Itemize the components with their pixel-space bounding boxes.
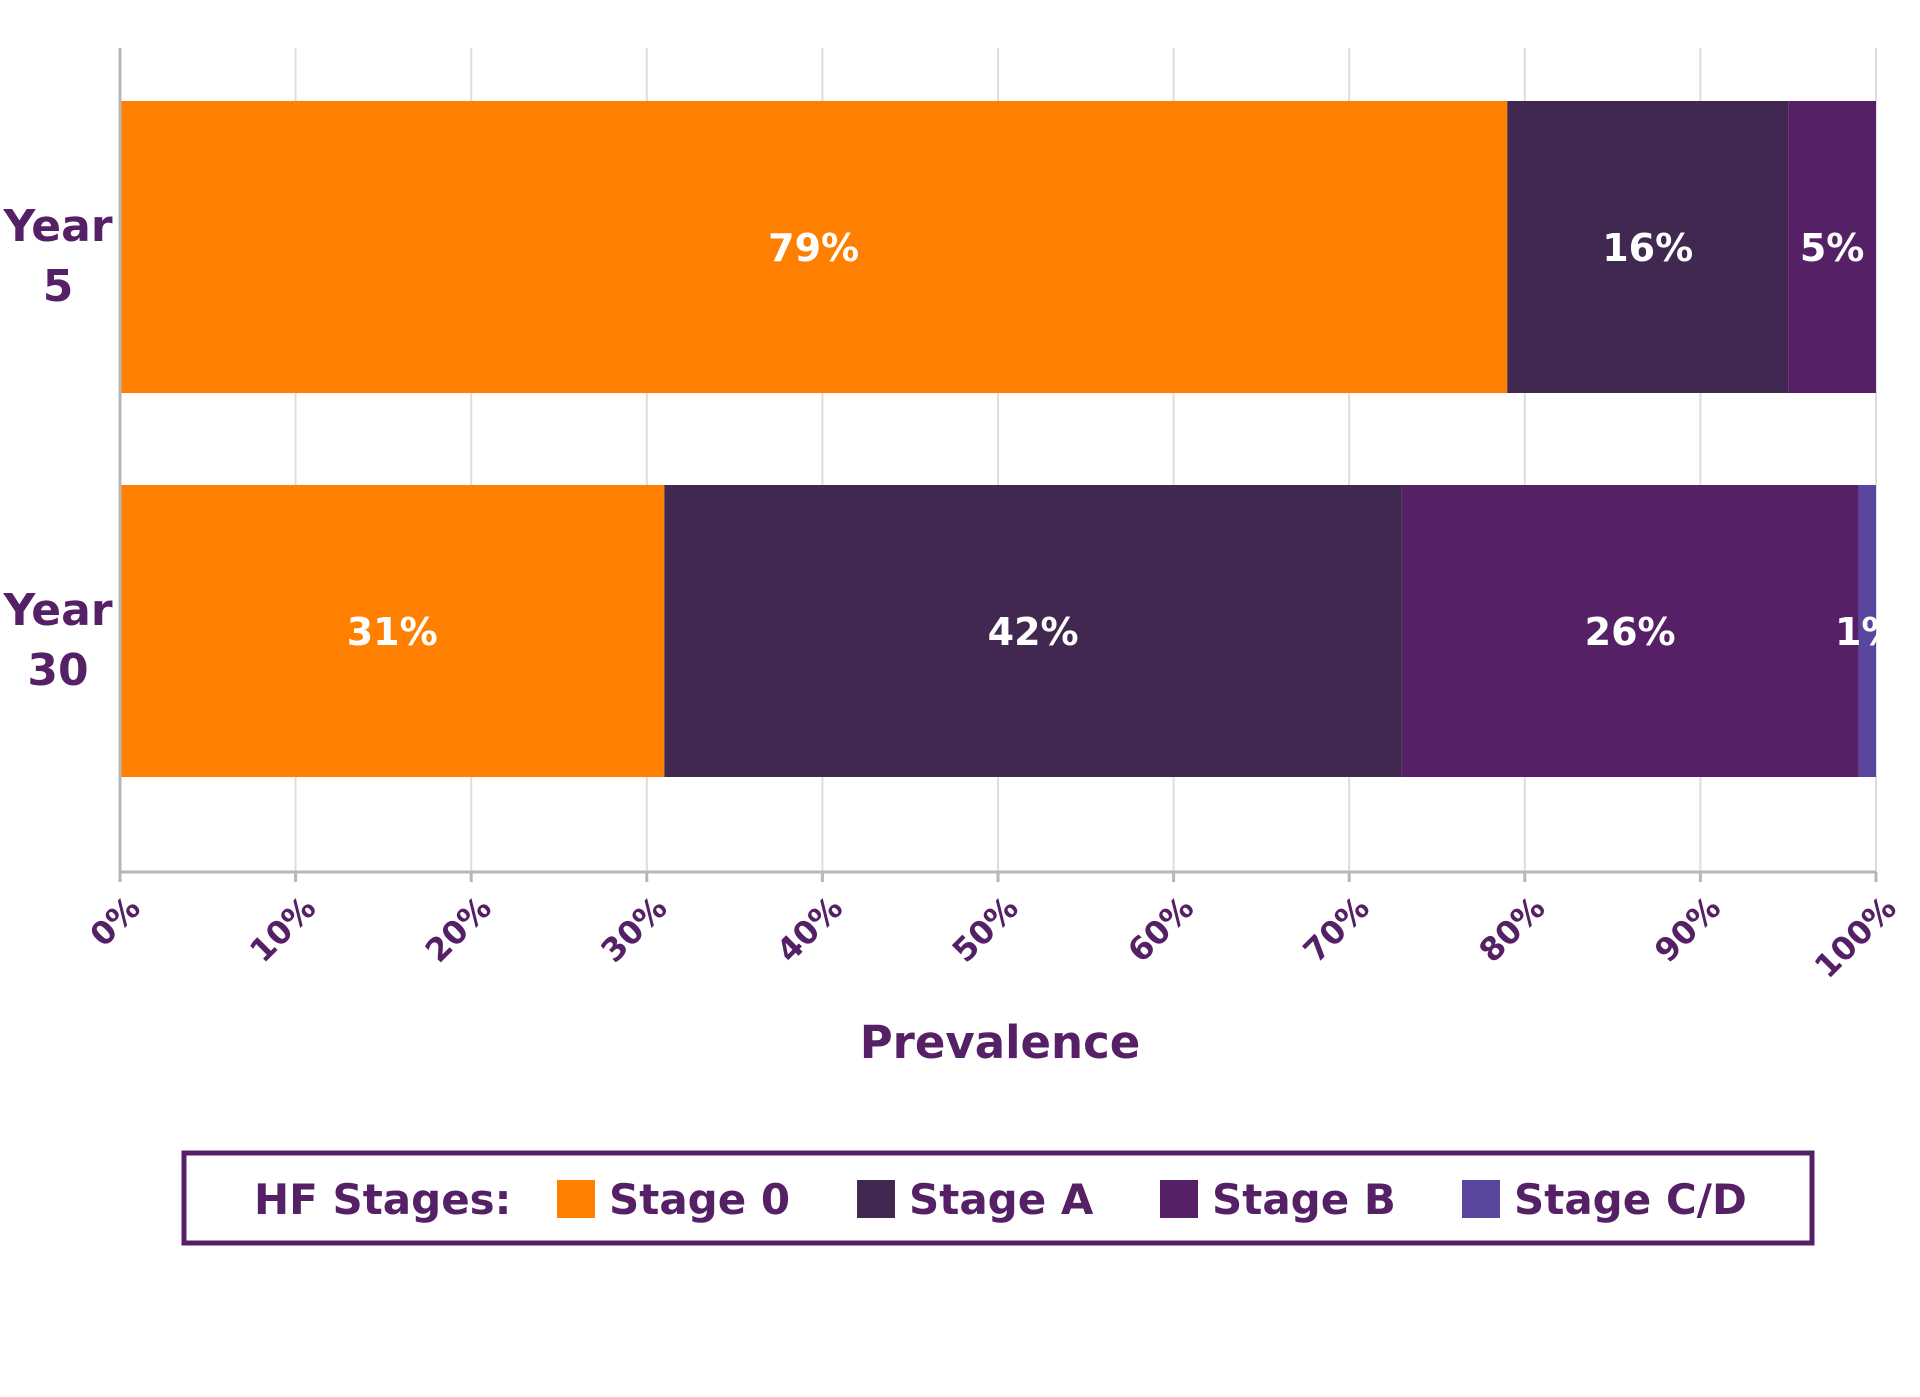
- category-labels: Year 5 Year 30: [2, 201, 112, 696]
- x-tick-label: 20%: [418, 889, 499, 970]
- bar-value-label: 31%: [347, 610, 438, 654]
- legend-box: [181, 1150, 1815, 1246]
- bar-segment: [664, 485, 1402, 777]
- x-tick-label: 50%: [945, 889, 1026, 970]
- x-tick-label: 90%: [1647, 889, 1728, 970]
- legend-swatch: [1160, 1180, 1198, 1218]
- category-label: Year 5: [2, 201, 112, 312]
- legend-swatch: [557, 1180, 595, 1218]
- x-tick-label: 30%: [593, 889, 674, 970]
- bar-value-label: 16%: [1602, 226, 1693, 270]
- x-tick-label: 10%: [242, 889, 323, 970]
- x-tick-labels: 0% 10% 20% 30% 40% 50% 60% 70% 80% 90% 100%: [82, 889, 1903, 986]
- legend-item-label: Stage A: [909, 1175, 1094, 1224]
- legend-item-label: Stage B: [1212, 1175, 1396, 1224]
- legend-title: HF Stages:: [254, 1175, 511, 1224]
- bar-segment: [1858, 485, 1876, 777]
- bar-segment: [1788, 101, 1876, 393]
- axes: [118, 48, 1878, 882]
- bars: 79% 16% 5% 31% 42% 26% 1%: [120, 101, 1899, 777]
- x-tick-label: 100%: [1807, 889, 1904, 986]
- legend-item-label: Stage C/D: [1514, 1175, 1747, 1224]
- bar-value-label: 5%: [1800, 226, 1865, 270]
- bar-segment: [1507, 101, 1789, 393]
- bar-segment: [120, 485, 665, 777]
- bar-segment: [1401, 485, 1859, 777]
- x-tick-label: 80%: [1471, 889, 1552, 970]
- category-label: Year 30: [2, 585, 112, 696]
- bar-value-label: 42%: [988, 610, 1079, 654]
- legend-item-label: Stage 0: [609, 1175, 790, 1224]
- legend-swatch: [857, 1180, 895, 1218]
- legend-swatch: [1462, 1180, 1500, 1218]
- bar-value-label: 1%: [1835, 610, 1900, 654]
- x-tick-label: 60%: [1120, 889, 1201, 970]
- x-axis-title: Prevalence: [860, 1016, 1141, 1069]
- bar-value-label: 79%: [768, 226, 859, 270]
- bar-segment: [120, 101, 1508, 393]
- legend: HF Stages: Stage 0 Stage A Stage B Stage C/D: [181, 1150, 1815, 1246]
- x-tick-label: 0%: [82, 889, 147, 954]
- x-tick-label: 40%: [769, 889, 850, 970]
- x-tick-label: 70%: [1296, 889, 1377, 970]
- bar-value-label: 26%: [1585, 610, 1676, 654]
